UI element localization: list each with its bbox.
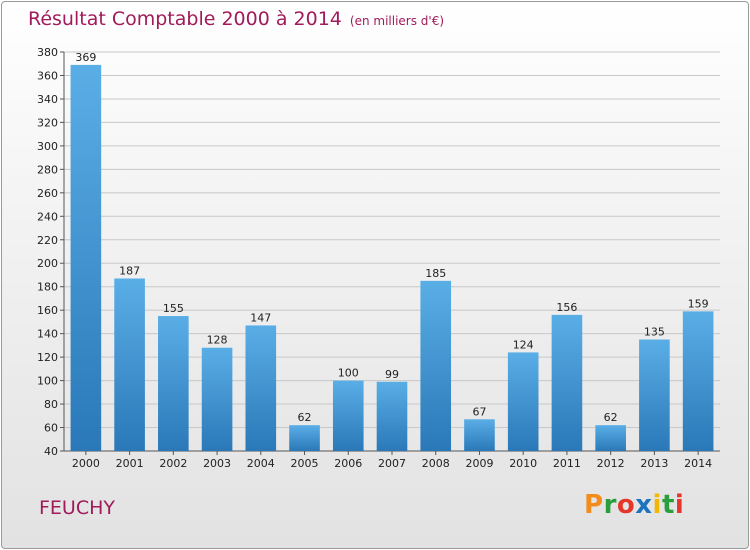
bar-2011 (551, 314, 583, 451)
y-tick-label: 380 (37, 46, 58, 59)
x-tick-label-2010: 2010 (509, 457, 537, 470)
chart-title-unit: (en milliers d'€) (349, 14, 445, 28)
y-tick-label: 320 (37, 116, 58, 129)
bar-2001 (114, 278, 145, 451)
data-label-2005: 62 (298, 411, 312, 424)
y-tick-label: 120 (37, 351, 58, 364)
x-tick-label-2011: 2011 (553, 457, 581, 470)
y-tick-label: 220 (37, 234, 58, 247)
bars (70, 64, 714, 452)
logo-letter: o (616, 490, 636, 520)
data-label-2010: 124 (513, 338, 534, 351)
bar-2007 (376, 381, 408, 451)
data-labels: 369 187 155 128 147 62 100 99 185 67 124 156 62 135 15… (75, 51, 708, 424)
bar-2014 (682, 311, 714, 451)
y-tick-label: 80 (44, 398, 58, 411)
data-label-2006: 100 (338, 367, 359, 380)
bar-2009 (464, 419, 495, 451)
logo-letter: r (603, 490, 617, 520)
data-label-2009: 67 (472, 405, 486, 418)
y-tick-label: 280 (37, 163, 58, 176)
data-label-2001: 187 (119, 264, 140, 277)
logo-letter: i (652, 490, 662, 520)
bar-2008 (420, 280, 452, 451)
x-tick-label-2002: 2002 (159, 457, 187, 470)
x-tick-label-2014: 2014 (684, 457, 712, 470)
y-tick-label: 140 (37, 328, 58, 341)
bar-2010 (507, 352, 539, 451)
y-tick-label: 200 (37, 257, 58, 270)
chart-title-main: Résultat Comptable 2000 à 2014 (28, 8, 342, 30)
y-tick-label: 360 (37, 69, 58, 82)
bar-2003 (201, 347, 233, 451)
bar-2002 (158, 316, 189, 451)
y-tick-label: 260 (37, 187, 58, 200)
y-tick-label: 60 (44, 422, 58, 435)
x-tick-label-2013: 2013 (640, 457, 668, 470)
data-label-2013: 135 (644, 326, 665, 339)
place-name: FEUCHY (39, 497, 115, 519)
data-label-2012: 62 (604, 411, 618, 424)
proxiti-logo[interactable]: Proxiti (584, 490, 684, 520)
y-tick-label: 300 (37, 140, 58, 153)
x-tick-label-2009: 2009 (465, 457, 493, 470)
bar-2013 (639, 339, 670, 451)
bar-2006 (332, 380, 364, 451)
bar-2012 (595, 425, 626, 451)
x-tick-label-2007: 2007 (378, 457, 406, 470)
x-tick-label-2006: 2006 (334, 457, 362, 470)
y-tick-label: 240 (37, 210, 58, 223)
bar-2005 (289, 425, 320, 451)
data-label-2004: 147 (250, 311, 271, 324)
x-tick-label-2004: 2004 (247, 457, 275, 470)
y-tick-label: 40 (44, 445, 58, 458)
x-tick-label-2003: 2003 (203, 457, 231, 470)
logo-letter: P (584, 490, 604, 520)
y-tick-label: 100 (37, 375, 58, 388)
data-label-2002: 155 (163, 302, 184, 315)
data-label-2000: 369 (75, 51, 96, 64)
data-label-2014: 159 (688, 297, 709, 310)
y-tick-label: 160 (37, 304, 58, 317)
y-tick-label: 180 (37, 281, 58, 294)
bar-2004 (245, 325, 277, 451)
x-tick-label-2000: 2000 (72, 457, 100, 470)
logo-letter: i (674, 490, 685, 520)
bar-2000 (70, 64, 102, 452)
x-tick-label-2001: 2001 (116, 457, 144, 470)
y-tick-label: 340 (37, 93, 58, 106)
logo-letter: x (635, 490, 653, 520)
x-tick-label-2008: 2008 (422, 457, 450, 470)
axes: 40 60 80 100 120 140 160 180 200 220 240 260 280 300 3… (37, 46, 720, 470)
chart-title: Résultat Comptable 2000 à 2014 (en millie… (28, 8, 444, 30)
x-tick-label-2012: 2012 (597, 457, 625, 470)
data-label-2003: 128 (207, 334, 228, 347)
data-label-2007: 99 (385, 368, 399, 381)
x-tick-label-2005: 2005 (291, 457, 319, 470)
data-label-2011: 156 (556, 301, 577, 314)
logo-letter: t (661, 490, 675, 520)
data-label-2008: 185 (425, 267, 446, 280)
